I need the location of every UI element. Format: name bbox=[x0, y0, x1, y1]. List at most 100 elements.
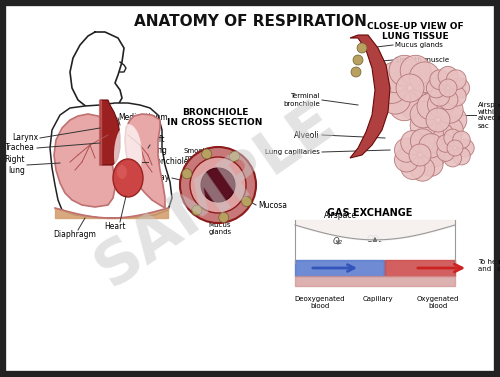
Circle shape bbox=[400, 90, 431, 121]
Circle shape bbox=[437, 117, 463, 143]
Circle shape bbox=[419, 134, 443, 158]
Text: Mediastinum: Mediastinum bbox=[118, 113, 168, 123]
Circle shape bbox=[182, 169, 192, 179]
Text: Airspace
within
alveolar
sac: Airspace within alveolar sac bbox=[478, 101, 500, 129]
Circle shape bbox=[380, 62, 410, 93]
Polygon shape bbox=[50, 103, 172, 218]
Circle shape bbox=[394, 138, 418, 162]
Text: SAMPLE: SAMPLE bbox=[84, 91, 345, 299]
Polygon shape bbox=[70, 32, 124, 112]
Text: Airspace: Airspace bbox=[324, 211, 356, 220]
Text: CO₂: CO₂ bbox=[367, 236, 383, 245]
Circle shape bbox=[438, 66, 458, 86]
Circle shape bbox=[419, 152, 443, 176]
Circle shape bbox=[376, 73, 407, 103]
Ellipse shape bbox=[114, 124, 142, 186]
Text: Alveoli: Alveoli bbox=[294, 130, 320, 139]
Circle shape bbox=[410, 101, 436, 128]
Polygon shape bbox=[350, 35, 390, 158]
Circle shape bbox=[444, 149, 462, 167]
Circle shape bbox=[440, 107, 467, 133]
FancyBboxPatch shape bbox=[4, 4, 496, 373]
Circle shape bbox=[428, 92, 454, 118]
Circle shape bbox=[437, 97, 463, 123]
Circle shape bbox=[401, 155, 425, 179]
Circle shape bbox=[202, 149, 211, 159]
Text: Capillary: Capillary bbox=[362, 296, 394, 302]
Circle shape bbox=[380, 83, 410, 114]
Text: Heart: Heart bbox=[104, 222, 126, 231]
Ellipse shape bbox=[117, 165, 127, 179]
Circle shape bbox=[446, 86, 466, 106]
Circle shape bbox=[426, 78, 446, 98]
Text: Deoxygenated
blood: Deoxygenated blood bbox=[295, 296, 345, 309]
Circle shape bbox=[410, 157, 434, 181]
Circle shape bbox=[357, 43, 367, 53]
Text: Lung capillaries: Lung capillaries bbox=[265, 149, 320, 155]
Circle shape bbox=[201, 168, 235, 202]
Circle shape bbox=[409, 144, 431, 166]
Circle shape bbox=[422, 143, 446, 167]
Circle shape bbox=[428, 122, 454, 149]
Text: O₂: O₂ bbox=[333, 238, 343, 247]
Polygon shape bbox=[100, 100, 120, 165]
Circle shape bbox=[353, 55, 363, 65]
Text: Smooth muscle: Smooth muscle bbox=[395, 57, 449, 63]
Circle shape bbox=[351, 67, 361, 77]
Circle shape bbox=[180, 147, 256, 223]
Circle shape bbox=[450, 78, 469, 98]
Circle shape bbox=[396, 74, 424, 102]
Circle shape bbox=[242, 196, 252, 207]
Circle shape bbox=[452, 147, 470, 165]
Text: Larynx: Larynx bbox=[12, 133, 38, 143]
Polygon shape bbox=[125, 114, 165, 208]
Circle shape bbox=[452, 131, 470, 149]
Circle shape bbox=[417, 93, 444, 120]
Text: Right
lung: Right lung bbox=[4, 155, 25, 175]
Text: ANATOMY OF RESPIRATION: ANATOMY OF RESPIRATION bbox=[134, 14, 366, 29]
Text: CLOSE-UP VIEW OF
LUNG TISSUE: CLOSE-UP VIEW OF LUNG TISSUE bbox=[366, 22, 464, 41]
Text: Oxygenated
blood: Oxygenated blood bbox=[417, 296, 459, 309]
Circle shape bbox=[413, 73, 444, 103]
Circle shape bbox=[230, 152, 239, 161]
Text: Bronchioles: Bronchioles bbox=[148, 158, 192, 167]
Circle shape bbox=[430, 70, 450, 90]
Circle shape bbox=[400, 55, 431, 86]
Circle shape bbox=[447, 140, 463, 156]
Text: Left
lung: Left lung bbox=[150, 135, 167, 155]
Circle shape bbox=[437, 144, 454, 161]
Circle shape bbox=[446, 70, 466, 90]
Circle shape bbox=[410, 112, 436, 138]
Circle shape bbox=[192, 205, 202, 215]
Text: Bronchi: Bronchi bbox=[84, 176, 116, 184]
Text: Mucus
glands: Mucus glands bbox=[208, 222, 232, 235]
Text: Smooth
muscle: Smooth muscle bbox=[184, 148, 210, 161]
Text: Terminal
bronchiole: Terminal bronchiole bbox=[283, 93, 320, 106]
Circle shape bbox=[444, 129, 462, 147]
Circle shape bbox=[218, 213, 228, 222]
Circle shape bbox=[437, 135, 454, 152]
Polygon shape bbox=[54, 114, 115, 207]
Circle shape bbox=[400, 130, 425, 155]
Circle shape bbox=[417, 120, 444, 147]
Circle shape bbox=[439, 79, 457, 97]
Circle shape bbox=[456, 139, 474, 157]
Circle shape bbox=[410, 129, 434, 153]
Circle shape bbox=[426, 108, 450, 132]
Circle shape bbox=[394, 148, 418, 172]
Text: BRONCHIOLE
IN CROSS SECTION: BRONCHIOLE IN CROSS SECTION bbox=[168, 108, 262, 127]
Text: Trachea: Trachea bbox=[5, 144, 35, 153]
Text: Mucosa: Mucosa bbox=[258, 201, 287, 210]
Text: Diaphragm: Diaphragm bbox=[54, 230, 96, 239]
Circle shape bbox=[430, 86, 450, 106]
Text: Mucus glands: Mucus glands bbox=[395, 42, 443, 48]
Circle shape bbox=[389, 90, 420, 121]
Text: To heart
and body: To heart and body bbox=[478, 259, 500, 271]
Polygon shape bbox=[99, 100, 101, 165]
Circle shape bbox=[410, 62, 440, 93]
Circle shape bbox=[438, 90, 458, 110]
Circle shape bbox=[410, 83, 440, 114]
Circle shape bbox=[190, 157, 246, 213]
Text: GAS EXCHANGE: GAS EXCHANGE bbox=[328, 208, 412, 218]
Text: Airway: Airway bbox=[144, 173, 170, 182]
